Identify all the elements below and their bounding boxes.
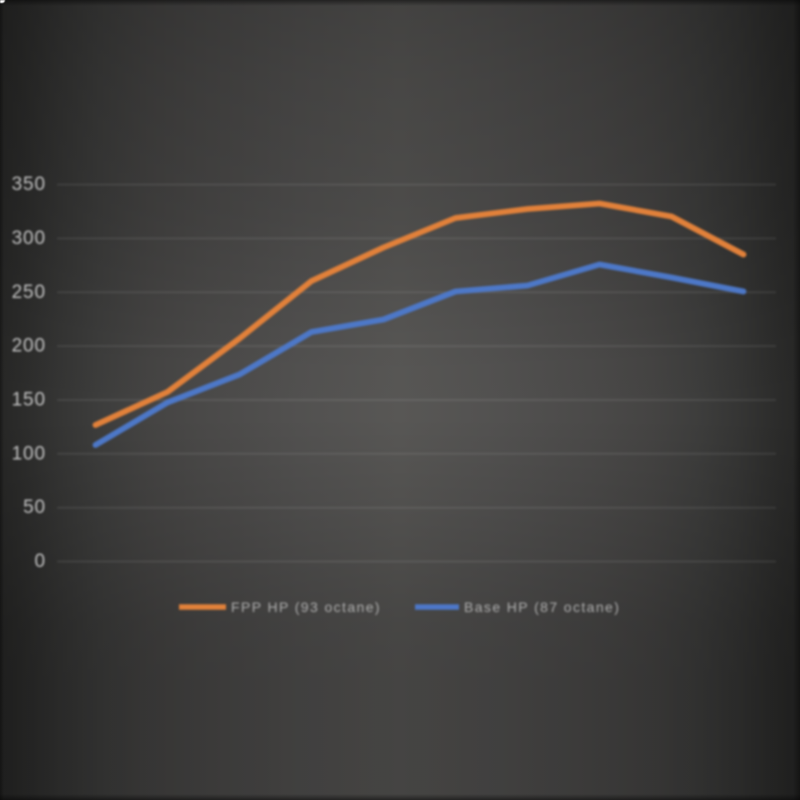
svg-text:250: 250	[12, 282, 46, 303]
svg-text:200: 200	[12, 336, 46, 357]
svg-text:100: 100	[12, 443, 46, 464]
svg-text:150: 150	[12, 390, 46, 411]
svg-text:300: 300	[12, 228, 46, 249]
svg-text:350: 350	[12, 174, 46, 195]
svg-text:FPP HP (93 octane): FPP HP (93 octane)	[231, 599, 381, 615]
svg-text:50: 50	[23, 497, 46, 518]
svg-text:Base HP (87 octane): Base HP (87 octane)	[464, 599, 620, 615]
svg-text:0: 0	[35, 551, 46, 572]
